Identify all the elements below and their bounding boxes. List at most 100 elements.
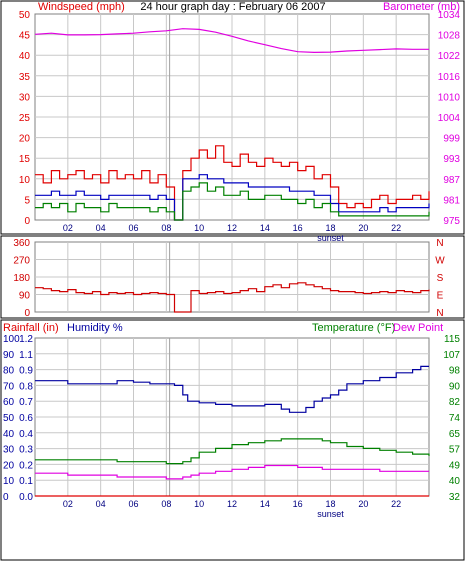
barometer-right-tick: 1028 — [438, 31, 461, 42]
x-tick-label: 06 — [128, 223, 138, 233]
x-tick-label: 10 — [194, 223, 204, 233]
wind-left-tick: 45 — [19, 31, 31, 42]
temperature-right-tick: 32 — [449, 492, 461, 503]
x-tick-label: 20 — [358, 223, 368, 233]
humidity-left-tick: 90 — [3, 350, 15, 361]
barometer-right-tick: 1034 — [438, 10, 461, 21]
x-tick-label: 04 — [96, 499, 106, 509]
series-humidity-line — [35, 365, 429, 413]
x-tick-label: 04 — [96, 223, 106, 233]
x-tick-label: 08 — [161, 499, 171, 509]
x-tick-label: 16 — [293, 499, 303, 509]
direction-right-tick: W — [435, 256, 445, 267]
temperature-right-tick: 74 — [449, 413, 461, 424]
x-tick-label: 18 — [325, 223, 335, 233]
x-tick-label: 10 — [194, 499, 204, 509]
x-tick-label: 08 — [161, 223, 171, 233]
x-tick-label: 12 — [227, 499, 237, 509]
series-wind-gust-line — [35, 145, 430, 221]
barometer-right-tick: 1004 — [438, 113, 461, 124]
x-tick-label: 18 — [325, 499, 335, 509]
series-dew-point-line — [35, 464, 429, 480]
x-tick-label: 02 — [63, 499, 73, 509]
temp-panel-labels: Rainfall (in) Humidity % Temperature (°F… — [3, 322, 443, 334]
wind-right-label: Barometer (mb) — [383, 1, 460, 13]
barometer-right-tick: 999 — [443, 134, 460, 145]
temperature-right-tick: 107 — [443, 350, 460, 361]
x-tick-label: 16 — [293, 223, 303, 233]
rain-label: Rainfall (in) — [3, 322, 59, 334]
humidity-label: Humidity % — [67, 322, 123, 334]
x-tick-label: 02 — [63, 223, 73, 233]
wind-left-tick: 15 — [19, 154, 31, 165]
humidity-left-tick: 70 — [3, 381, 15, 392]
wind-panel-frame — [0, 0, 465, 235]
temperature-label: Temperature (°F) — [312, 322, 395, 334]
series-wind-minimum-line — [35, 182, 430, 221]
wind-left-tick: 5 — [24, 195, 30, 206]
wind-left-tick: 25 — [19, 113, 31, 124]
humidity-left-tick: 80 — [3, 366, 15, 377]
humidity-left-tick: 0 — [3, 492, 9, 503]
humidity-left-tick: 50 — [3, 413, 15, 424]
series-barometer-line — [34, 28, 429, 54]
direction-left-tick: 180 — [13, 273, 30, 284]
humidity-left-tick: 60 — [3, 397, 15, 408]
dewpoint-label: Dew Point — [393, 322, 443, 334]
barometer-right-tick: 1016 — [438, 72, 461, 83]
wind-left-tick: 0 — [24, 216, 30, 227]
x-tick-label: 22 — [391, 499, 401, 509]
direction-right-tick: S — [437, 273, 444, 284]
direction-right-tick: N — [436, 308, 443, 319]
wind-left-tick: 50 — [19, 10, 31, 21]
rain-left-tick: 0.0 — [19, 492, 33, 503]
x-tick-label: 22 — [391, 223, 401, 233]
x-tick-label: 06 — [128, 499, 138, 509]
rain-left-tick: 1.2 — [19, 334, 33, 345]
wind-left-label: Windspeed (mph) — [38, 1, 125, 13]
wind-left-tick: 35 — [19, 72, 31, 83]
wind-left-tick: 20 — [19, 134, 31, 145]
wind-left-tick: 40 — [19, 51, 31, 62]
chart-title: 24 hour graph day : February 06 2007 — [140, 1, 325, 13]
rain-left-tick: 0.3 — [19, 445, 33, 456]
temperature-right-tick: 49 — [449, 460, 461, 471]
x-tick-label: 14 — [260, 223, 270, 233]
rain-left-tick: 0.4 — [19, 429, 33, 440]
barometer-right-tick: 1022 — [438, 51, 461, 62]
series-wind-average-line — [35, 174, 430, 221]
rain-left-tick: 0.8 — [19, 381, 33, 392]
barometer-right-tick: 981 — [443, 195, 460, 206]
rain-left-tick: 0.2 — [19, 460, 33, 471]
barometer-right-tick: 975 — [443, 216, 460, 227]
humidity-left-tick: 20 — [3, 460, 15, 471]
direction-right-tick: E — [437, 291, 444, 302]
temperature-right-tick: 65 — [449, 429, 461, 440]
wind-left-tick: 10 — [19, 175, 31, 186]
x-tick-label: 12 — [227, 223, 237, 233]
direction-right-tick: N — [436, 238, 443, 249]
rain-left-tick: 0.7 — [19, 397, 33, 408]
x-tick-label: 14 — [260, 499, 270, 509]
series-temperature-line — [35, 438, 430, 465]
rain-left-tick: 0.9 — [19, 366, 33, 377]
sunset-label: sunset — [317, 509, 344, 519]
direction-left-tick: 90 — [19, 291, 31, 302]
barometer-right-tick: 1010 — [438, 92, 461, 103]
humidity-left-tick: 30 — [3, 445, 15, 456]
x-tick-label: 20 — [358, 499, 368, 509]
direction-left-tick: 270 — [13, 256, 30, 267]
temperature-right-tick: 82 — [449, 397, 461, 408]
temp-panel-frame — [0, 319, 465, 561]
rain-left-tick: 1.1 — [19, 350, 33, 361]
barometer-right-tick: 987 — [443, 175, 460, 186]
temperature-right-tick: 57 — [449, 445, 461, 456]
wind-panel: 24 hour graph day : February 06 2007 Win… — [38, 1, 460, 13]
rain-left-tick: 0.6 — [19, 413, 33, 424]
humidity-left-tick: 100 — [3, 334, 20, 345]
series-wind-direction-line — [35, 282, 430, 313]
wind-left-tick: 30 — [19, 92, 31, 103]
barometer-right-tick: 993 — [443, 154, 460, 165]
direction-left-tick: 360 — [13, 238, 30, 249]
